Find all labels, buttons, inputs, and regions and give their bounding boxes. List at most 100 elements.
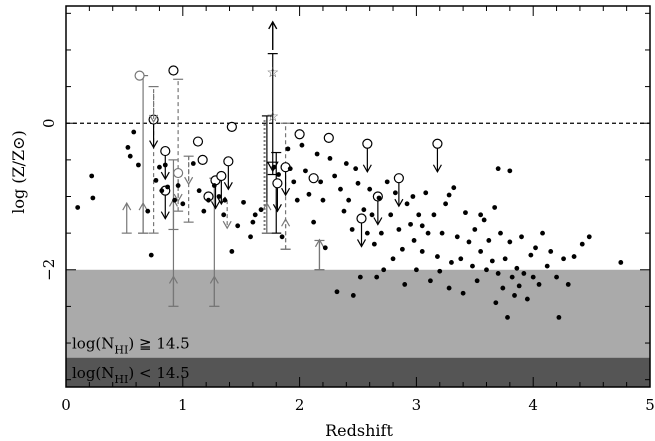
data-point-68: [392, 190, 398, 196]
limit-ring-7: [197, 154, 208, 165]
data-point-110: [509, 274, 515, 280]
data-point-17: [190, 161, 196, 166]
lower-limit-head-26: [168, 275, 178, 284]
data-point-23: [229, 249, 235, 254]
data-point-50: [346, 197, 352, 203]
data-point-107: [502, 256, 508, 262]
lower-limit-head-27: [209, 275, 219, 284]
upper-limit-head-14: [281, 187, 291, 197]
lower-limit-head-30: [281, 218, 291, 227]
data-point-104: [495, 271, 501, 276]
data-point-73: [408, 221, 413, 227]
data-point-77: [419, 249, 425, 254]
data-point-72: [404, 201, 410, 207]
data-point-97: [478, 249, 484, 254]
limit-ring-21: [393, 173, 404, 184]
data-point-111: [512, 293, 517, 298]
detection-points: [75, 129, 624, 320]
data-point-92: [463, 210, 468, 216]
data-point-0: [75, 205, 81, 210]
data-point-49: [343, 161, 349, 166]
data-point-99: [484, 267, 489, 273]
data-point-27: [252, 212, 258, 218]
data-point-128: [571, 254, 577, 259]
data-point-21: [216, 194, 222, 199]
x-tick-label-3: 3: [412, 396, 422, 414]
data-point-53: [353, 166, 359, 172]
limit-ring-12: [226, 121, 237, 132]
data-point-26: [248, 234, 253, 240]
data-point-80: [428, 278, 433, 284]
data-point-102: [492, 205, 498, 210]
data-point-2: [90, 195, 96, 201]
limit-ring-15: [294, 129, 305, 140]
y-tick-label-0: 0: [40, 118, 58, 128]
data-point-6: [136, 162, 141, 168]
data-point-126: [561, 256, 566, 262]
upper-limit-head-28: [222, 220, 232, 230]
data-point-47: [338, 186, 343, 192]
data-point-29: [271, 164, 277, 170]
data-point-74: [411, 238, 417, 243]
data-point-90: [458, 256, 464, 262]
data-point-60: [371, 241, 377, 247]
limit-ring-0: [134, 70, 145, 81]
data-point-109: [507, 239, 513, 245]
data-point-83: [437, 268, 443, 274]
star-marker-0: ☆: [266, 65, 279, 81]
data-point-106: [500, 285, 506, 291]
data-point-38: [306, 191, 312, 197]
data-point-25: [241, 199, 246, 205]
data-point-93: [466, 239, 472, 245]
data-point-115: [521, 271, 527, 276]
data-point-70: [399, 246, 405, 252]
band-label-0: log(NHI) ≧ 14.5: [72, 335, 190, 357]
data-point-127: [565, 282, 571, 287]
data-point-105: [498, 230, 503, 236]
star-marker-1: ☆: [266, 109, 279, 125]
data-point-124: [554, 274, 559, 280]
data-point-5: [131, 129, 137, 135]
upper-limit-head-1: [149, 140, 159, 149]
data-point-12: [162, 162, 168, 168]
data-point-125: [556, 314, 562, 320]
limit-markers: ☆☆: [121, 20, 443, 308]
data-point-13: [165, 184, 171, 190]
data-point-81: [431, 212, 437, 218]
data-point-139: [495, 166, 501, 172]
data-point-88: [451, 185, 457, 191]
lower-limit-head-24: [138, 201, 148, 211]
data-point-24: [235, 223, 241, 229]
data-point-35: [294, 197, 300, 203]
upper-limit-head-33: [149, 114, 159, 124]
data-point-131: [618, 260, 624, 265]
limit-ring-13: [272, 178, 283, 189]
limit-ring-17: [323, 132, 334, 143]
data-point-9: [153, 177, 159, 183]
data-point-122: [544, 263, 550, 269]
data-point-58: [367, 186, 373, 192]
data-point-136: [196, 188, 202, 194]
data-point-30: [276, 172, 281, 177]
data-point-129: [579, 241, 585, 247]
data-point-7: [145, 208, 151, 214]
limit-ring-18: [356, 213, 367, 224]
data-point-42: [320, 197, 326, 203]
upper-limit-head-9: [210, 201, 221, 210]
data-point-75: [414, 267, 419, 273]
data-point-22: [222, 197, 228, 203]
data-point-76: [416, 212, 422, 218]
axes: 0 1 2 3 4 5 0 −2: [40, 6, 655, 414]
data-point-46: [334, 289, 340, 295]
data-point-43: [322, 245, 328, 251]
lower-limit-head-23: [122, 201, 132, 211]
data-point-64: [381, 267, 387, 273]
data-point-119: [533, 245, 538, 251]
data-point-33: [287, 166, 293, 172]
limit-ring-4: [168, 65, 179, 76]
limit-ring-10: [216, 170, 227, 182]
data-point-134: [419, 223, 425, 229]
upper-limit-head-13: [272, 204, 282, 213]
upper-limit-head-18: [356, 239, 367, 248]
